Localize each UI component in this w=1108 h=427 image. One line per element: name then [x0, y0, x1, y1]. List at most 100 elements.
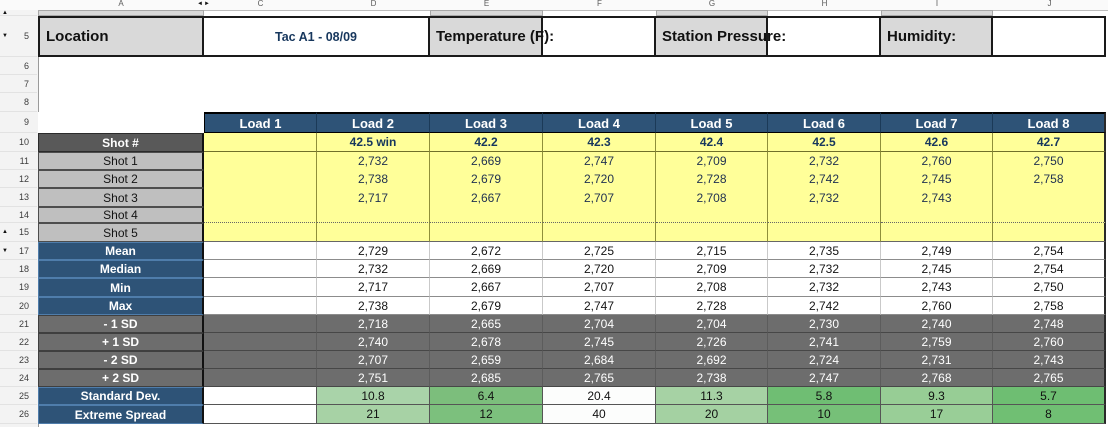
cell-2-sd-load7[interactable]: 2,731: [881, 351, 993, 369]
cell-charge-load3[interactable]: 42.2: [430, 133, 543, 152]
cell-2-sd-load4[interactable]: 2,684: [543, 351, 656, 369]
cell-median-load4[interactable]: 2,720: [543, 260, 656, 278]
row-label-shot-3[interactable]: Shot 3: [38, 188, 204, 207]
cell-1-sd-load8[interactable]: 2,760: [993, 333, 1106, 351]
cell-shot-3-load2[interactable]: 2,717: [317, 188, 430, 207]
column-header-load-3[interactable]: Load 3: [430, 112, 543, 133]
row-number-6[interactable]: 6: [0, 57, 37, 75]
column-header-f[interactable]: F: [597, 0, 602, 8]
cell-extreme-spread-load4[interactable]: 40: [543, 405, 656, 424]
cell-max-load7[interactable]: 2,760: [881, 297, 993, 315]
cell-2-sd-load3[interactable]: 2,659: [430, 351, 543, 369]
column-header-load-6[interactable]: Load 6: [768, 112, 881, 133]
row-label-2-sd[interactable]: - 2 SD: [38, 351, 204, 369]
column-header-e[interactable]: E: [483, 0, 490, 8]
pressure-label-cell[interactable]: Station Pressure:: [656, 16, 786, 57]
row-label-1-sd[interactable]: - 1 SD: [38, 315, 204, 333]
outline-collapse-icon[interactable]: ▼: [2, 247, 8, 254]
cell-shot-3-load3[interactable]: 2,667: [430, 188, 543, 207]
cell-charge-load5[interactable]: 42.4: [656, 133, 768, 152]
cell-1-sd-load3[interactable]: 2,665: [430, 315, 543, 333]
cell-standard-dev-load6[interactable]: 5.8: [768, 387, 881, 405]
cell-shot-5-load8[interactable]: [993, 223, 1106, 242]
column-header-i[interactable]: I: [935, 0, 939, 8]
cell-shot-3-load6[interactable]: 2,732: [768, 188, 881, 207]
row-number-12[interactable]: 12: [0, 170, 37, 188]
cell-2-sd-load2[interactable]: 2,707: [317, 351, 430, 369]
row-number-15[interactable]: 15 ▲: [0, 223, 37, 242]
row-label-shot-number[interactable]: Shot #: [38, 133, 204, 152]
cell-2-sd-load7[interactable]: 2,768: [881, 369, 993, 387]
partial-cell[interactable]: [881, 10, 993, 16]
cell-shot-1-load3[interactable]: 2,669: [430, 152, 543, 170]
row-label-shot-2[interactable]: Shot 2: [38, 170, 204, 188]
cell-shot-2-load6[interactable]: 2,742: [768, 170, 881, 188]
cell-shot-2-load4[interactable]: 2,720: [543, 170, 656, 188]
cell-2-sd-load1[interactable]: [204, 351, 317, 369]
cell-shot-2-load5[interactable]: 2,728: [656, 170, 768, 188]
cell-shot-4-load4[interactable]: [543, 207, 656, 223]
cell-mean-load3[interactable]: 2,672: [430, 242, 543, 260]
temperature-label-cell[interactable]: Temperature (F):: [430, 16, 554, 57]
cell-charge-load1[interactable]: [204, 133, 317, 152]
row-number-14[interactable]: 14: [0, 207, 37, 223]
cell-max-load8[interactable]: 2,758: [993, 297, 1106, 315]
cell-charge-load2[interactable]: 42.5 win: [317, 133, 430, 152]
cell-2-sd-load5[interactable]: 2,692: [656, 351, 768, 369]
cell-2-sd-load4[interactable]: 2,765: [543, 369, 656, 387]
cell-extreme-spread-load3[interactable]: 12: [430, 405, 543, 424]
row-number-11[interactable]: 11: [0, 152, 37, 170]
cell-median-load1[interactable]: [204, 260, 317, 278]
cell-shot-5-load5[interactable]: [656, 223, 768, 242]
cell-extreme-spread-load2[interactable]: 21: [317, 405, 430, 424]
column-header-load-7[interactable]: Load 7: [881, 112, 993, 133]
cell-max-load5[interactable]: 2,728: [656, 297, 768, 315]
column-header-a[interactable]: A: [118, 0, 124, 8]
cell-min-load3[interactable]: 2,667: [430, 278, 543, 297]
cell-shot-5-load7[interactable]: [881, 223, 993, 242]
cell-shot-2-load3[interactable]: 2,679: [430, 170, 543, 188]
cell-shot-4-load2[interactable]: [317, 207, 430, 223]
cell-standard-dev-load1[interactable]: [204, 387, 317, 405]
cell-standard-dev-load2[interactable]: 10.8: [317, 387, 430, 405]
hidden-column-indicator-icon[interactable]: ◄►: [197, 1, 211, 7]
cell-min-load4[interactable]: 2,707: [543, 278, 656, 297]
cell-1-sd-load6[interactable]: 2,730: [768, 315, 881, 333]
cell-shot-3-load1[interactable]: [204, 188, 317, 207]
row-label-2-sd[interactable]: + 2 SD: [38, 369, 204, 387]
cell-median-load8[interactable]: 2,754: [993, 260, 1106, 278]
cell-1-sd-load5[interactable]: 2,704: [656, 315, 768, 333]
cell-min-load1[interactable]: [204, 278, 317, 297]
cell-2-sd-load6[interactable]: 2,724: [768, 351, 881, 369]
column-header-load-5[interactable]: Load 5: [656, 112, 768, 133]
cell-max-load4[interactable]: 2,747: [543, 297, 656, 315]
cell-1-sd-load7[interactable]: 2,759: [881, 333, 993, 351]
cell-median-load7[interactable]: 2,745: [881, 260, 993, 278]
cell-extreme-spread-load8[interactable]: 8: [993, 405, 1106, 424]
cell-standard-dev-load4[interactable]: 20.4: [543, 387, 656, 405]
cell-max-load6[interactable]: 2,742: [768, 297, 881, 315]
column-header-d[interactable]: D: [370, 0, 377, 8]
cell-1-sd-load6[interactable]: 2,741: [768, 333, 881, 351]
cell-shot-5-load4[interactable]: [543, 223, 656, 242]
row-number-13[interactable]: 13: [0, 188, 37, 207]
cell-1-sd-load7[interactable]: 2,740: [881, 315, 993, 333]
cell-2-sd-load3[interactable]: 2,685: [430, 369, 543, 387]
cell-shot-2-load1[interactable]: [204, 170, 317, 188]
cell-1-sd-load1[interactable]: [204, 315, 317, 333]
row-number-23[interactable]: 23: [0, 351, 37, 369]
cell-extreme-spread-load1[interactable]: [204, 405, 317, 424]
row-label-min[interactable]: Min: [38, 278, 204, 297]
temperature-value-cell[interactable]: [543, 16, 656, 57]
cell-shot-3-load7[interactable]: 2,743: [881, 188, 993, 207]
cell-shot-1-load4[interactable]: 2,747: [543, 152, 656, 170]
cell-extreme-spread-load5[interactable]: 20: [656, 405, 768, 424]
cell-shot-4-load8[interactable]: [993, 207, 1106, 223]
column-header-load-2[interactable]: Load 2: [317, 112, 430, 133]
cell-2-sd-load5[interactable]: 2,738: [656, 369, 768, 387]
row-label-shot-1[interactable]: Shot 1: [38, 152, 204, 170]
cell-1-sd-load8[interactable]: 2,748: [993, 315, 1106, 333]
cell-shot-1-load8[interactable]: 2,750: [993, 152, 1106, 170]
cell-min-load8[interactable]: 2,750: [993, 278, 1106, 297]
humidity-value-cell[interactable]: [993, 16, 1106, 57]
